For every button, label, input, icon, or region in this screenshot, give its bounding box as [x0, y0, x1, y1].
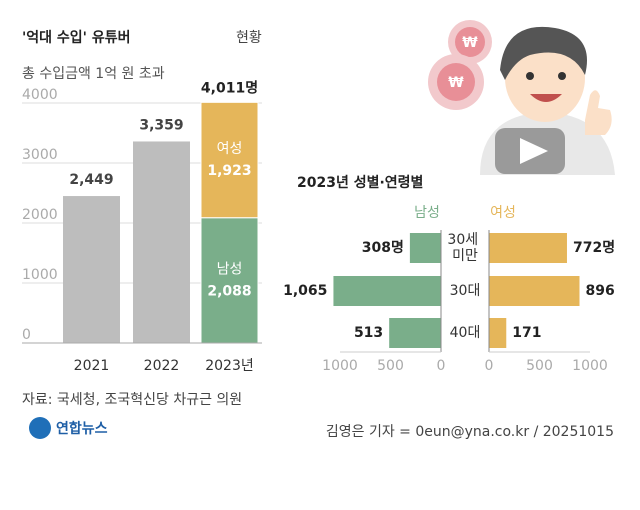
segment-name: 남성 — [217, 261, 243, 277]
total-label: 4,011명 — [201, 79, 258, 96]
value-label: 896 — [585, 283, 614, 299]
x-tick-label: 2021 — [74, 358, 110, 374]
chart-title: 2023년 성별·연령별 — [297, 174, 423, 191]
logo-icon — [29, 417, 51, 439]
coin-symbol: ₩ — [448, 75, 464, 91]
logo: 연합뉴스 — [56, 420, 108, 437]
y-tick-label: 4000 — [22, 87, 58, 103]
bar — [409, 233, 441, 263]
value-label: 2,449 — [69, 172, 113, 188]
coin-symbol: ₩ — [462, 35, 478, 51]
value-label: 171 — [512, 325, 541, 341]
credit: 김영은 기자 = 0eun@yna.co.kr / 20251015 — [326, 424, 614, 440]
x-tick-label: 500 — [526, 358, 553, 374]
bar — [489, 318, 507, 348]
x-tick-label: 1000 — [322, 358, 358, 374]
bar-segment — [200, 217, 259, 344]
title-suffix: 현황 — [236, 30, 262, 46]
y-tick-label: 2000 — [22, 207, 58, 223]
bar — [489, 233, 567, 263]
subtitle: 총 수입금액 1억 원 초과 — [22, 66, 165, 82]
bar — [63, 196, 120, 343]
x-tick-label: 2023년 — [205, 358, 254, 374]
bar — [333, 276, 441, 306]
segment-label: 2,088 — [207, 283, 251, 299]
x-tick-label: 0 — [485, 358, 494, 374]
x-tick-label: 500 — [377, 358, 404, 374]
segment-label: 1,923 — [207, 163, 251, 179]
bar — [389, 318, 441, 348]
value-label: 513 — [354, 325, 383, 341]
title: '억대 수입' 유튜버 — [22, 29, 130, 46]
source: 자료: 국세청, 조국혁신당 차규근 의원 — [22, 392, 242, 408]
y-tick-label: 1000 — [22, 267, 58, 283]
x-tick-label: 1000 — [572, 358, 608, 374]
value-label: 3,359 — [139, 117, 183, 133]
value-label: 772명 — [573, 239, 615, 256]
bar — [489, 276, 580, 306]
value-label: 1,065 — [283, 283, 327, 299]
bar — [133, 141, 190, 343]
category-label: 30세 미만 — [447, 232, 482, 264]
category-label: 30대 — [450, 283, 481, 299]
legend-label: 남성 — [414, 205, 440, 221]
legend-label: 여성 — [490, 205, 516, 221]
y-tick-label: 3000 — [22, 147, 58, 163]
x-tick-label: 0 — [437, 358, 446, 374]
value-label: 308명 — [362, 239, 404, 256]
bar-segment — [200, 101, 259, 219]
y-tick-label: 0 — [22, 327, 31, 343]
x-tick-label: 2022 — [144, 358, 180, 374]
segment-name: 여성 — [217, 141, 243, 157]
category-label: 40대 — [450, 325, 481, 341]
illustration: ₩ ₩ — [428, 20, 615, 175]
